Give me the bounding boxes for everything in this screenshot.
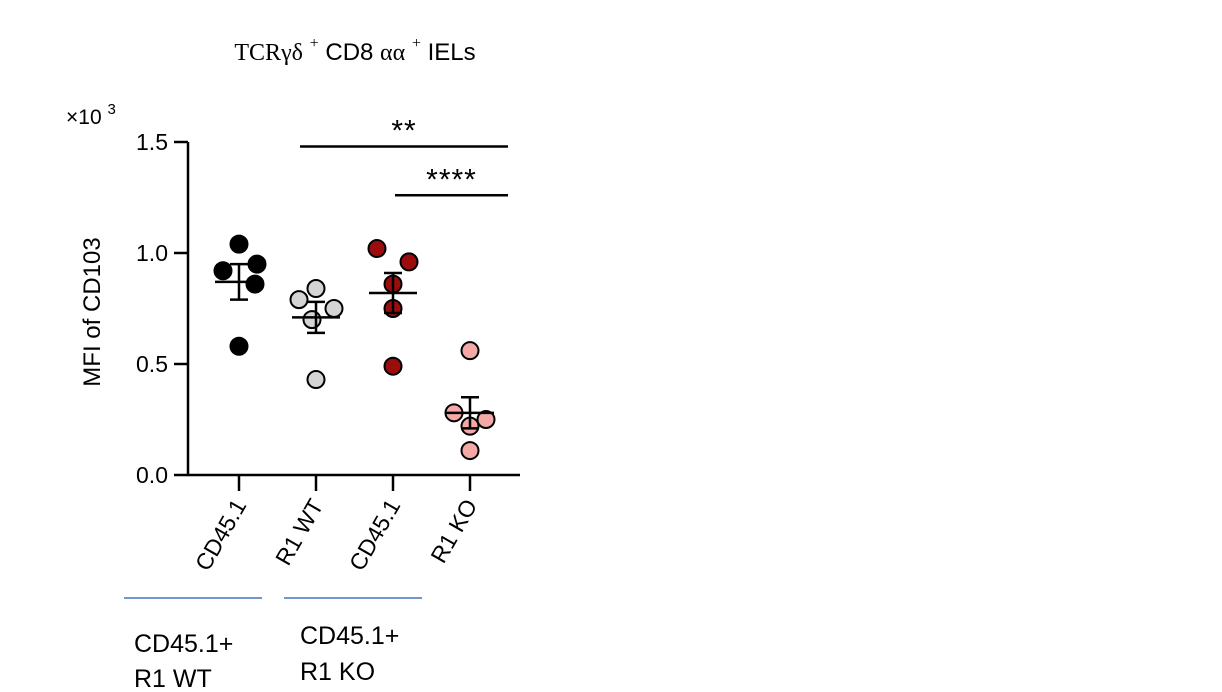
y-axis-label: MFI of CD103 (79, 237, 106, 386)
data-point (229, 234, 249, 254)
y-tick-label: 0.5 (136, 351, 168, 377)
data-point (460, 341, 480, 361)
y-multiplier: ×10 3 (66, 101, 116, 129)
title-iels: IELs (428, 39, 476, 66)
data-point (383, 356, 403, 376)
group-label-line1: CD45.1+ (134, 630, 233, 658)
data-point (476, 410, 496, 429)
data-point (245, 274, 265, 294)
title-cd8: CD8 (325, 39, 373, 66)
y-multiplier-base: ×10 (66, 106, 102, 129)
group-label-line2: R1 WT (134, 665, 212, 692)
group-labels: CD45.1+ R1 WT CD45.1+ R1 KO (124, 597, 422, 692)
series-group (289, 279, 344, 390)
series-group (444, 341, 496, 461)
axes: 0.0 0.5 1.0 1.5 (136, 129, 520, 491)
data-point (306, 370, 326, 390)
title-tcr: TCRγδ (234, 40, 303, 66)
series-group (213, 234, 267, 356)
y-tick-label: 0.0 (136, 462, 168, 488)
chart-title: TCRγδ + CD8 αα + IELs (234, 27, 475, 66)
title-aa: αα (380, 40, 406, 66)
y-multiplier-exp: 3 (107, 101, 115, 118)
title-sup2: + (412, 35, 421, 52)
data-point (213, 261, 233, 281)
title-sup1: + (310, 35, 319, 52)
significance-label: ** (391, 114, 416, 147)
x-tick-label: R1 KO (425, 495, 482, 568)
series-group (367, 239, 419, 376)
x-tick-label: CD45.1 (190, 495, 252, 576)
data-marks (213, 234, 496, 461)
data-point (367, 239, 387, 259)
x-tick-label: CD45.1 (344, 495, 406, 576)
y-tick-label: 1.5 (136, 129, 168, 155)
data-point (324, 299, 344, 318)
group-label-line1: CD45.1+ (300, 622, 399, 650)
data-point (229, 336, 249, 356)
data-point (247, 254, 267, 274)
data-point (460, 441, 480, 461)
data-point (289, 290, 309, 310)
data-point (306, 279, 326, 299)
y-tick-label: 1.0 (136, 240, 168, 266)
significance-layer: ****** (300, 114, 508, 197)
data-point (399, 252, 419, 272)
data-point (302, 310, 322, 330)
group-label-line2: R1 KO (300, 658, 375, 686)
significance-label: **** (426, 163, 477, 196)
x-tick-label: R1 WT (270, 495, 328, 570)
x-tick-labels: CD45.1 R1 WT CD45.1 R1 KO (190, 495, 483, 576)
